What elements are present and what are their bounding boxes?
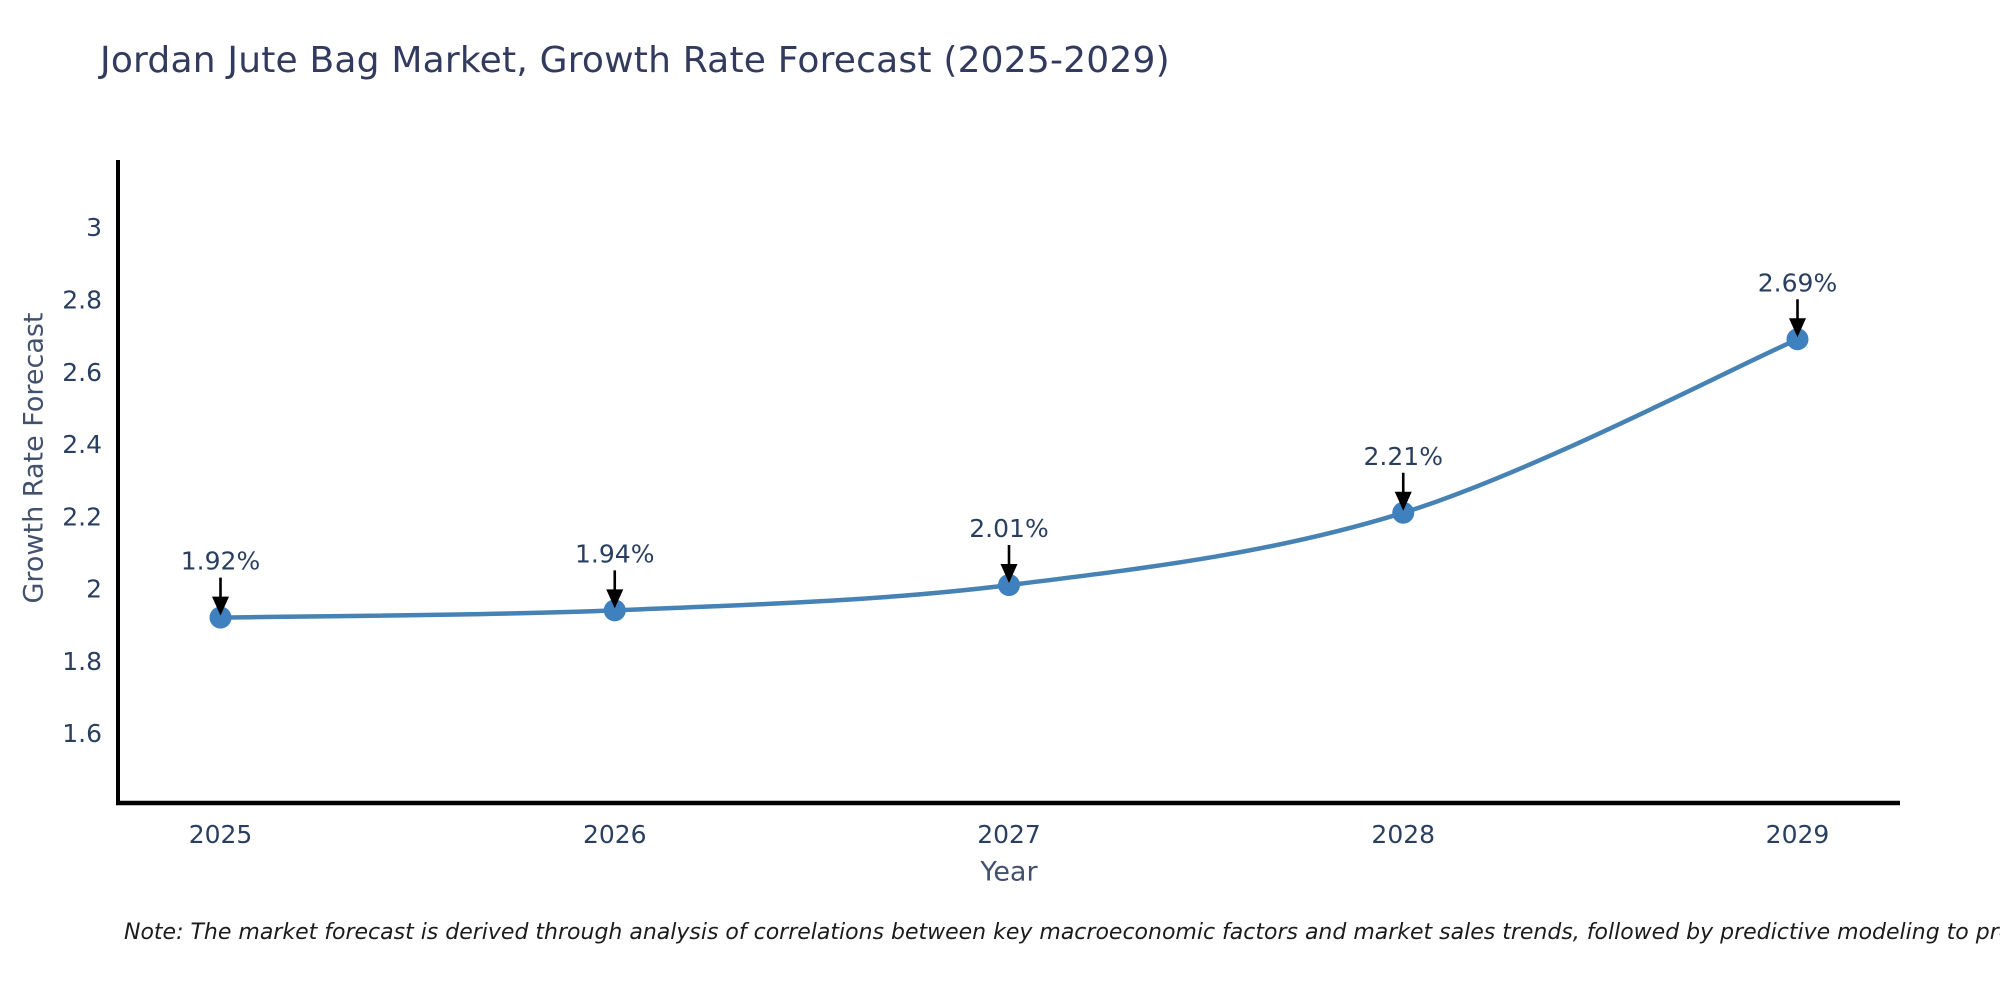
point-annotation-label: 2.21% — [1364, 442, 1443, 471]
y-tick-label: 2.8 — [62, 286, 102, 315]
x-tick-label: 2027 — [977, 820, 1041, 849]
y-tick-label: 2 — [86, 575, 102, 604]
y-axis-title: Growth Rate Forecast — [18, 312, 50, 604]
annotation-arrowhead — [1394, 491, 1412, 511]
annotation-arrowhead — [1000, 564, 1018, 584]
point-annotation-label: 1.92% — [181, 547, 260, 576]
y-tick-label: 2.4 — [62, 430, 102, 459]
annotation-arrowhead — [212, 596, 230, 616]
y-tick-label: 1.8 — [62, 647, 102, 676]
data-point-marker — [1392, 501, 1415, 524]
y-tick-label: 3 — [86, 213, 102, 242]
footnote: Note: The market forecast is derived thr… — [124, 920, 2000, 945]
data-point-marker — [998, 574, 1020, 597]
data-point-marker — [1786, 328, 1809, 351]
y-tick-label: 2.6 — [62, 358, 102, 387]
x-tick-label: 2026 — [583, 820, 647, 849]
data-point-marker — [209, 606, 232, 629]
x-tick-label: 2029 — [1766, 820, 1830, 849]
x-axis-title: Year — [980, 856, 1038, 888]
chart-title: Jordan Jute Bag Market, Growth Rate Fore… — [100, 40, 1170, 81]
annotation-arrowhead — [606, 589, 624, 609]
y-tick-label: 1.6 — [62, 719, 102, 748]
point-annotation-label: 2.01% — [969, 514, 1048, 543]
point-annotation-label: 2.69% — [1758, 268, 1837, 297]
annotation-arrowhead — [1788, 318, 1806, 338]
y-tick-label: 2.2 — [62, 502, 102, 531]
data-point-marker — [603, 599, 626, 622]
point-annotation-label: 1.94% — [575, 539, 654, 568]
x-tick-label: 2025 — [189, 820, 253, 849]
x-tick-label: 2028 — [1371, 820, 1435, 849]
